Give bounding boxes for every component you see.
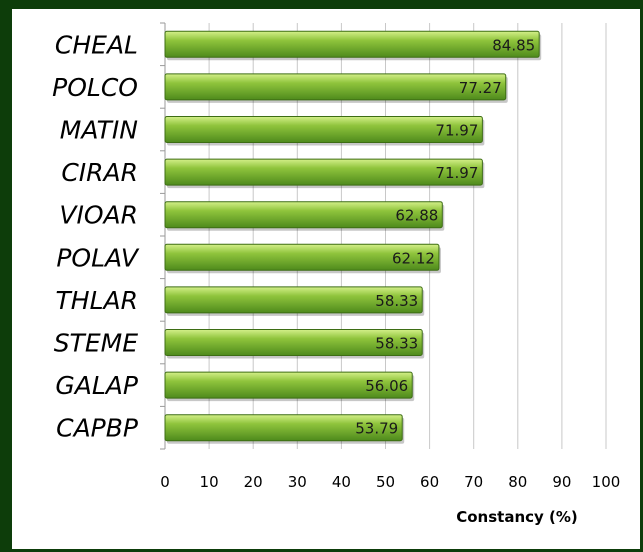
category-label: POLCO bbox=[52, 73, 138, 102]
value-label: 58.33 bbox=[375, 292, 418, 310]
x-tick-label: 40 bbox=[332, 473, 351, 491]
x-tick-label: 80 bbox=[508, 473, 527, 491]
value-label: 53.79 bbox=[355, 420, 398, 438]
bar-cheal bbox=[164, 30, 540, 58]
chart-frame: CHEAL POLCO MATIN CIRAR VIOAR POLAV THLAR STEME… bbox=[12, 9, 640, 549]
value-label: 58.33 bbox=[375, 335, 418, 353]
bar-thlar bbox=[164, 286, 423, 314]
category-labels: CHEAL POLCO MATIN CIRAR VIOAR POLAV THLAR STEME… bbox=[52, 30, 140, 442]
x-tick-label: 60 bbox=[420, 473, 439, 491]
x-tick-label: 50 bbox=[376, 473, 395, 491]
value-label: 84.85 bbox=[492, 36, 535, 54]
category-label: STEME bbox=[54, 329, 139, 358]
category-label: MATIN bbox=[60, 116, 138, 145]
bar-galap bbox=[164, 371, 413, 399]
bar-capbp bbox=[164, 414, 403, 442]
bars bbox=[164, 30, 542, 444]
x-tick-label: 0 bbox=[160, 473, 170, 491]
bar-steme bbox=[164, 329, 423, 356]
category-label: CHEAL bbox=[55, 30, 138, 59]
x-tick-label: 100 bbox=[592, 473, 621, 491]
category-label: THLAR bbox=[56, 286, 138, 315]
value-label: 56.06 bbox=[365, 377, 408, 395]
bar-chart: CHEAL POLCO MATIN CIRAR VIOAR POLAV THLAR STEME… bbox=[52, 22, 620, 526]
y-axis-ticks bbox=[160, 22, 165, 450]
bar-polav bbox=[164, 243, 440, 271]
value-label: 62.88 bbox=[395, 207, 438, 225]
x-axis-title: Constancy (%) bbox=[456, 508, 578, 526]
x-tick-label: 10 bbox=[200, 473, 219, 491]
category-label: CAPBP bbox=[56, 414, 139, 443]
x-tick-label: 90 bbox=[552, 473, 571, 491]
value-label: 71.97 bbox=[435, 164, 478, 182]
value-labels: 84.85 77.27 71.97 71.97 62.88 62.12 58.33 58.33… bbox=[355, 36, 535, 437]
bar-cirar bbox=[164, 158, 483, 186]
value-label: 71.97 bbox=[435, 122, 478, 140]
value-label: 62.12 bbox=[392, 249, 435, 267]
x-axis-tick-labels: 0 10 20 30 40 50 60 70 80 90 100 bbox=[160, 473, 620, 491]
category-label: GALAP bbox=[55, 371, 139, 400]
bar-matin bbox=[164, 116, 483, 143]
x-tick-label: 70 bbox=[464, 473, 483, 491]
bar-polco bbox=[164, 73, 507, 101]
x-tick-label: 20 bbox=[244, 473, 263, 491]
category-label: CIRAR bbox=[61, 158, 138, 187]
x-tick-label: 30 bbox=[288, 473, 307, 491]
category-label: POLAV bbox=[56, 243, 140, 272]
bar-vioar bbox=[164, 201, 443, 229]
value-label: 77.27 bbox=[459, 79, 502, 97]
category-label: VIOAR bbox=[59, 201, 138, 230]
